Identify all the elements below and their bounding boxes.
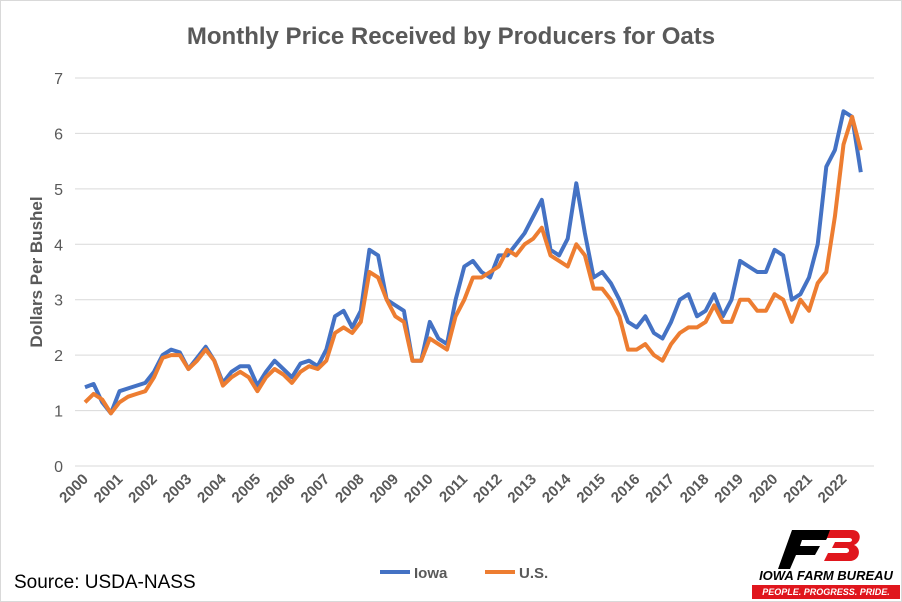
y-tick-label: 6: [54, 126, 63, 143]
legend-label: Iowa: [414, 565, 448, 582]
y-tick-label: 3: [54, 293, 63, 310]
logo-tagline: PEOPLE. PROGRESS. PRIDE.: [762, 587, 890, 597]
y-tick-label: 7: [54, 71, 63, 88]
series-line: [83, 114, 863, 416]
logo: IOWA FARM BUREAU PEOPLE. PROGRESS. PRIDE…: [752, 530, 900, 599]
y-tick-label: 1: [54, 404, 63, 421]
logo-f: [778, 530, 832, 569]
logo-name: IOWA FARM BUREAU: [759, 568, 893, 583]
y-tick-label: 0: [54, 459, 63, 476]
source: Source: USDA-NASS: [14, 572, 196, 593]
y-axis-label: Dollars Per Bushel: [27, 196, 46, 347]
logo-b: [824, 530, 860, 561]
y-tick-label: 4: [54, 237, 63, 254]
y-tick-label: 5: [54, 182, 63, 199]
legend-label: U.S.: [519, 565, 548, 582]
logo-band: [752, 585, 900, 599]
chart-title: Monthly Price Received by Producers for …: [187, 23, 715, 50]
y-tick-label: 2: [54, 348, 63, 365]
